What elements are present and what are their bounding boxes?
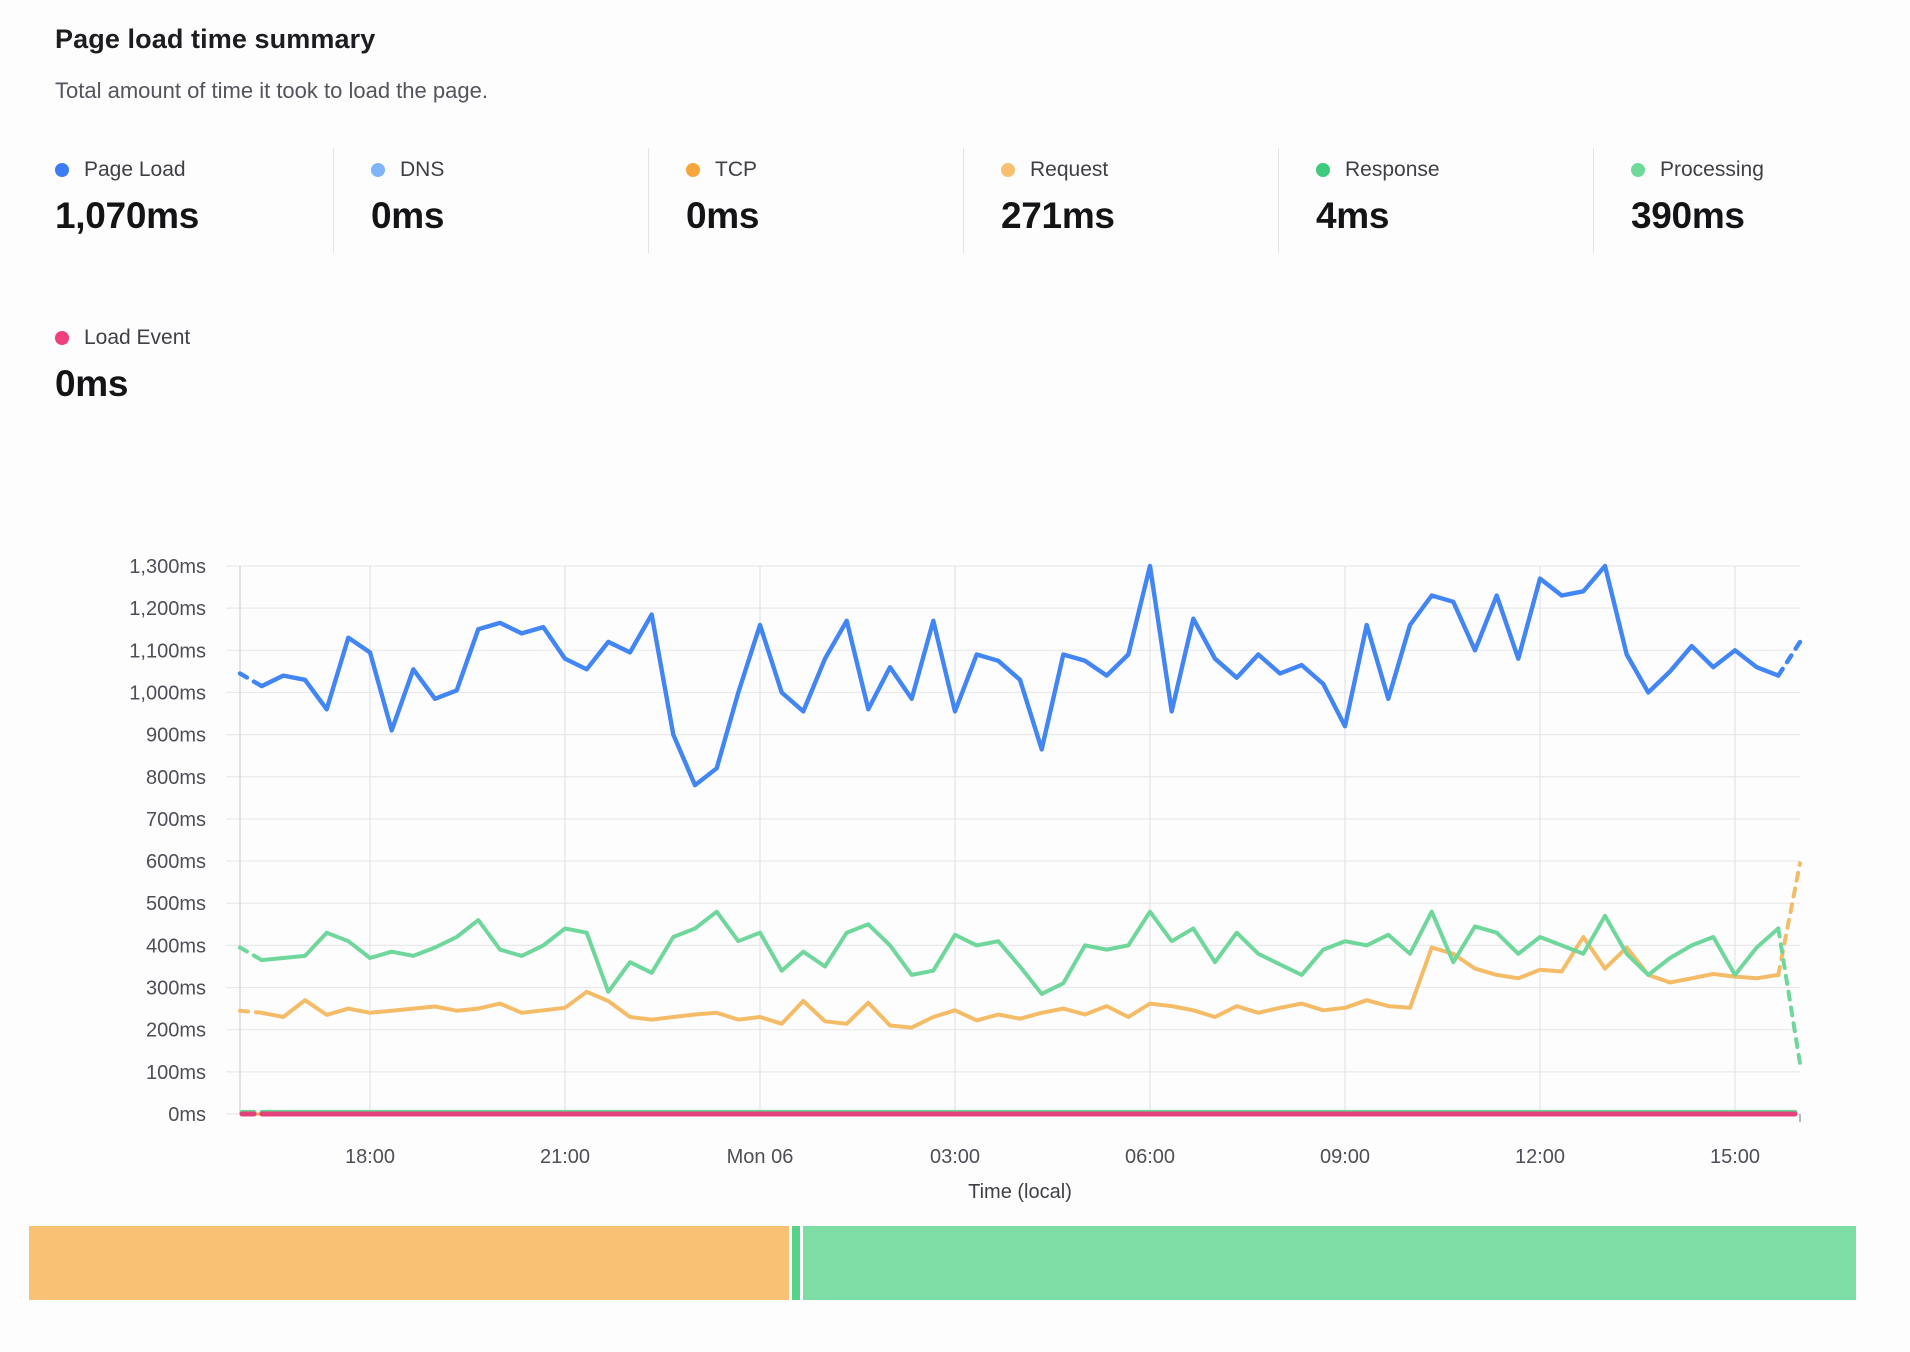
metric-label: Request	[1030, 158, 1109, 181]
legend-item[interactable]: Request	[1001, 158, 1278, 182]
metric-item-request: Request 271ms	[963, 148, 1278, 253]
metric-label: DNS	[400, 158, 445, 181]
legend-dot-icon	[1001, 163, 1015, 177]
y-axis-tick-label: 500ms	[146, 893, 206, 915]
metric-value: 390ms	[1631, 195, 1745, 236]
y-axis-tick-label: 800ms	[146, 767, 206, 789]
metric-label: Page Load	[84, 158, 186, 181]
legend-dot-icon	[1631, 163, 1645, 177]
metrics-row-1: Page Load 1,070ms DNS 0ms TCP 0ms Reques…	[55, 148, 1908, 253]
timeline-segment-passing[interactable]	[803, 1226, 1856, 1300]
legend-item[interactable]: TCP	[686, 158, 963, 182]
timeline-segment-passing[interactable]	[792, 1226, 800, 1300]
metric-item-tcp: TCP 0ms	[648, 148, 963, 253]
axis-labels: 0ms 100ms 200ms 300ms 400ms 500ms 600ms 700ms 80…	[129, 556, 1760, 1203]
page-subtitle: Total amount of time it took to load the…	[55, 78, 488, 103]
metric-item-dns: DNS 0ms	[333, 148, 648, 253]
x-axis-tick-label: 21:00	[540, 1146, 590, 1168]
y-axis-tick-label: 1,100ms	[129, 640, 206, 662]
grid-lines	[226, 565, 1801, 1122]
metric-item-page-load: Page Load 1,070ms	[55, 148, 333, 253]
timeline-segment-degraded[interactable]	[29, 1226, 789, 1300]
x-axis-tick-label: 03:00	[930, 1146, 980, 1168]
y-axis-tick-label: 400ms	[146, 935, 206, 957]
metric-label: Processing	[1660, 158, 1764, 181]
legend-dot-icon	[55, 331, 69, 345]
y-axis-tick-label: 100ms	[146, 1062, 206, 1084]
y-axis-tick-label: 900ms	[146, 725, 206, 747]
metric-item-response: Response 4ms	[1278, 148, 1593, 253]
series-line-processing	[238, 909, 1802, 1066]
metric-value: 0ms	[686, 195, 760, 236]
metric-value: 0ms	[371, 195, 445, 236]
metrics-row-2: Load Event 0ms	[55, 316, 333, 421]
load-time-chart[interactable]: 0ms 100ms 200ms 300ms 400ms 500ms 600ms 700ms 80…	[0, 540, 1910, 1220]
series-line-page-load	[237, 563, 1803, 788]
timeline-status-bar	[29, 1226, 1856, 1300]
legend-dot-icon	[371, 163, 385, 177]
x-axis-tick-label: 15:00	[1710, 1146, 1760, 1168]
metric-value: 0ms	[55, 363, 129, 404]
chart-area: 0ms 100ms 200ms 300ms 400ms 500ms 600ms 700ms 80…	[0, 540, 1910, 1220]
legend-item[interactable]: DNS	[371, 158, 648, 182]
series-line-request	[238, 861, 1802, 1030]
metric-item-load-event: Load Event 0ms	[55, 316, 333, 421]
y-axis-tick-label: 200ms	[146, 1020, 206, 1042]
x-axis-tick-label: 09:00	[1320, 1146, 1370, 1168]
y-axis-tick-label: 600ms	[146, 851, 206, 873]
metric-label: TCP	[715, 158, 757, 181]
y-axis-tick-label: 0ms	[168, 1104, 206, 1126]
metric-value: 4ms	[1316, 195, 1390, 236]
metric-value: 271ms	[1001, 195, 1115, 236]
y-axis-tick-label: 1,300ms	[129, 556, 206, 578]
metric-item-processing: Processing 390ms	[1593, 148, 1908, 253]
legend-dot-icon	[686, 163, 700, 177]
y-axis-tick-label: 700ms	[146, 809, 206, 831]
y-axis-tick-label: 300ms	[146, 978, 206, 1000]
x-axis-tick-label: Mon 06	[727, 1146, 794, 1168]
metric-label: Load Event	[84, 326, 191, 349]
x-axis-tick-label: 12:00	[1515, 1146, 1565, 1168]
legend-item[interactable]: Response	[1316, 158, 1593, 182]
metric-label: Response	[1345, 158, 1440, 181]
x-axis-title: Time (local)	[968, 1181, 1072, 1203]
legend-dot-icon	[55, 163, 69, 177]
legend-item[interactable]: Load Event	[55, 326, 333, 350]
legend-dot-icon	[1316, 163, 1330, 177]
x-axis-tick-label: 06:00	[1125, 1146, 1175, 1168]
y-axis-tick-label: 1,000ms	[129, 682, 206, 704]
x-axis-tick-label: 18:00	[345, 1146, 395, 1168]
legend-item[interactable]: Page Load	[55, 158, 333, 182]
metric-value: 1,070ms	[55, 195, 199, 236]
legend-item[interactable]: Processing	[1631, 158, 1908, 182]
page-title: Page load time summary	[55, 24, 376, 54]
y-axis-tick-label: 1,200ms	[129, 598, 206, 620]
